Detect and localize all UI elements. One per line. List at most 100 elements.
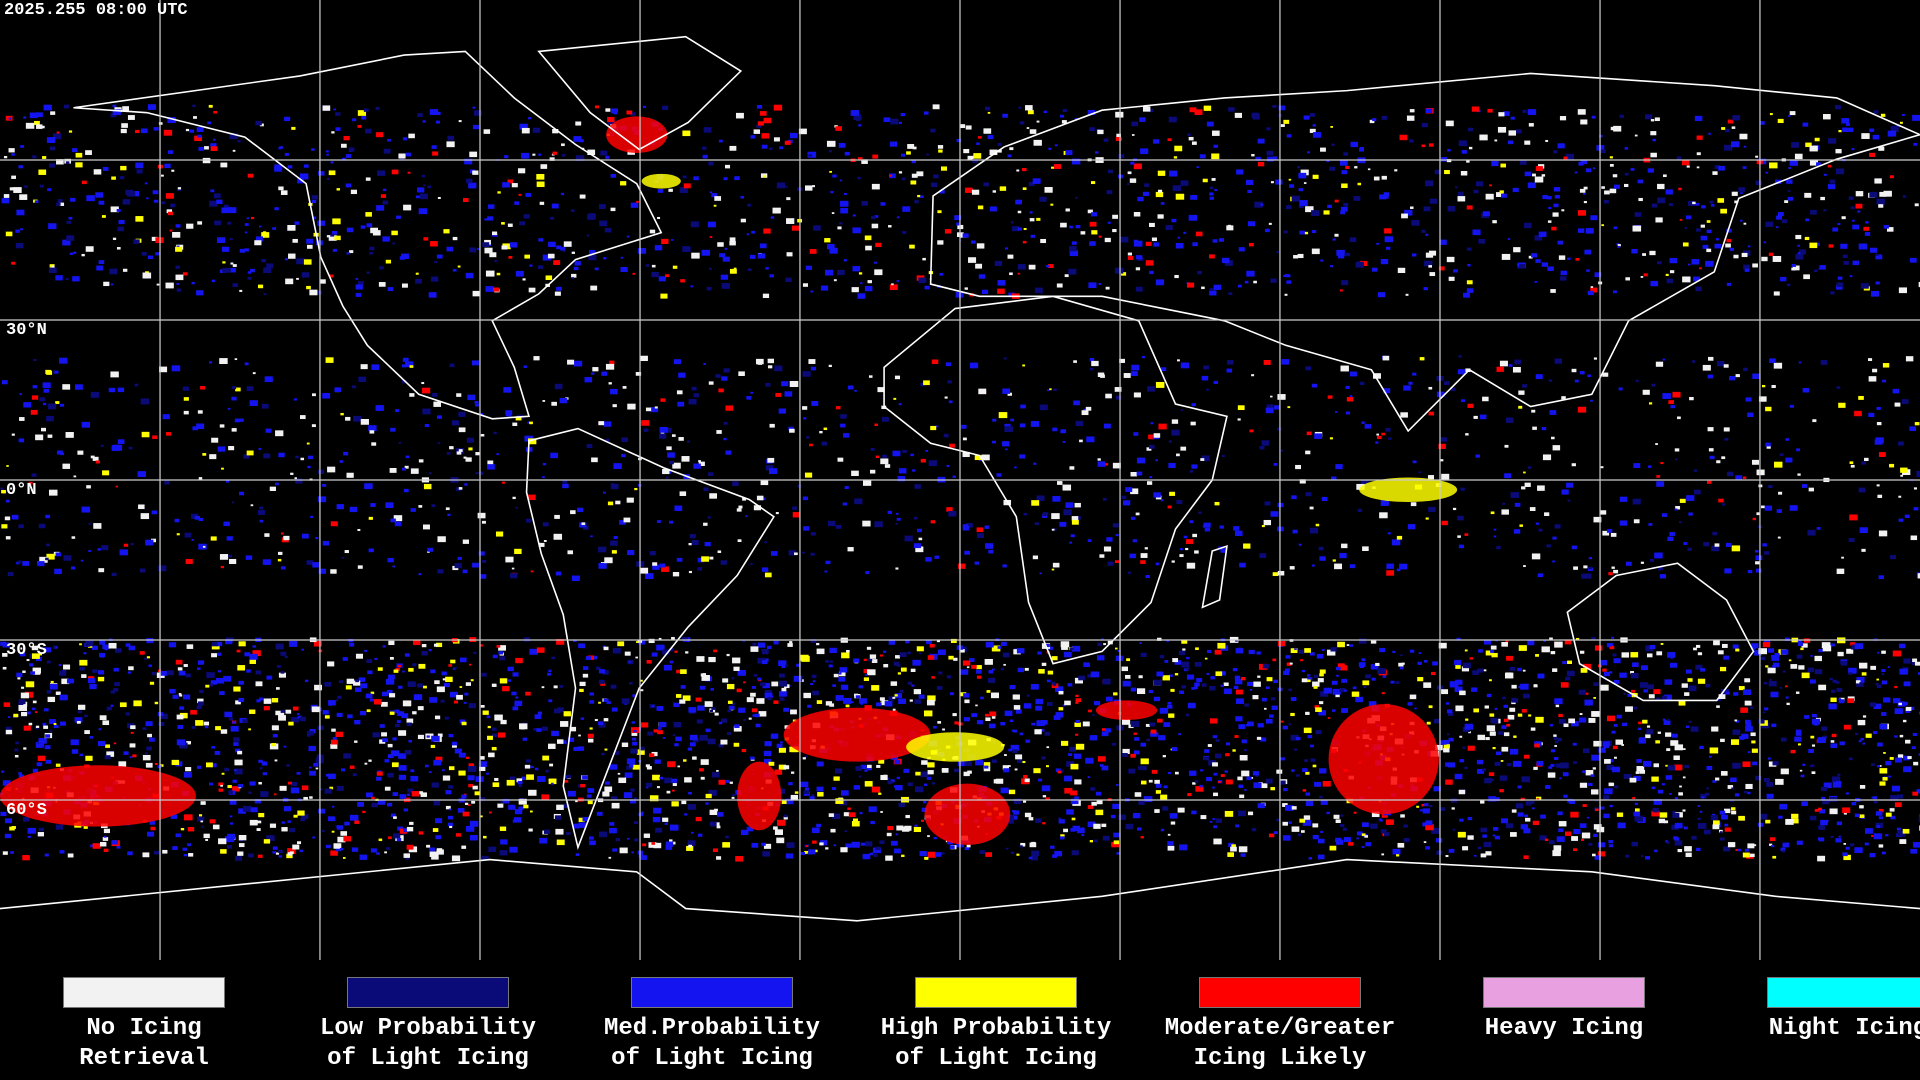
icing-cell xyxy=(182,386,189,391)
icing-cell xyxy=(900,113,906,117)
icing-cell xyxy=(127,851,133,856)
icing-cell xyxy=(1201,286,1205,290)
icing-cell xyxy=(563,241,572,247)
icing-cell xyxy=(1289,566,1295,570)
icing-cell xyxy=(463,198,469,202)
icing-cell xyxy=(1490,511,1495,515)
icing-cell xyxy=(67,853,74,858)
icing-cell xyxy=(217,237,226,244)
icing-cell xyxy=(418,573,422,576)
icing-cell xyxy=(1211,153,1220,160)
icing-cell xyxy=(803,417,807,420)
icing-cell xyxy=(458,487,463,490)
icing-cell xyxy=(28,481,33,485)
icing-cell xyxy=(280,710,285,713)
icing-cell xyxy=(965,125,972,130)
icing-cell xyxy=(1232,749,1236,752)
icing-cell xyxy=(1795,254,1804,260)
icing-cell xyxy=(1317,854,1325,860)
icing-cell xyxy=(1185,547,1189,551)
icing-cell xyxy=(365,177,371,181)
icing-cell xyxy=(119,176,125,180)
icing-cell xyxy=(1127,183,1130,186)
icing-cell xyxy=(45,557,49,561)
icing-cell xyxy=(1019,732,1024,736)
icing-cell xyxy=(1299,479,1306,484)
icing-cell xyxy=(610,108,618,114)
icing-cell xyxy=(703,362,707,365)
icing-cell xyxy=(1016,853,1020,856)
icing-cell xyxy=(1846,648,1854,654)
icing-cell xyxy=(477,512,486,519)
icing-cell xyxy=(898,121,902,124)
icing-cell xyxy=(1567,499,1571,502)
icing-cell xyxy=(452,268,457,272)
icing-cell xyxy=(1493,528,1497,531)
icing-cell xyxy=(1832,679,1838,683)
icing-cell xyxy=(1261,697,1267,702)
icing-cell xyxy=(573,360,583,367)
icing-cell xyxy=(1123,373,1131,378)
icing-cell xyxy=(73,475,77,478)
icing-cell xyxy=(746,697,754,703)
icing-cell xyxy=(319,788,323,791)
icing-cell xyxy=(817,792,824,797)
icing-cell xyxy=(1177,359,1180,362)
icing-cell xyxy=(1341,183,1348,189)
icing-cell xyxy=(900,153,906,157)
icing-cell xyxy=(765,382,771,387)
icing-cell xyxy=(709,191,713,194)
icing-cell xyxy=(1609,645,1615,650)
icing-cell xyxy=(959,124,966,129)
icing-cell xyxy=(1505,823,1514,829)
icing-cell xyxy=(1587,290,1594,296)
icing-cell xyxy=(1155,279,1165,286)
icing-cell xyxy=(1630,670,1634,674)
icing-cell xyxy=(898,171,903,174)
icing-cell xyxy=(424,423,430,428)
icing-cell xyxy=(363,108,369,112)
icing-cell xyxy=(1020,842,1026,847)
icing-cell xyxy=(1017,667,1025,673)
icing-cell xyxy=(239,418,244,422)
icing-cell xyxy=(502,182,510,188)
icing-cell xyxy=(1219,671,1226,676)
icing-cell xyxy=(415,195,420,199)
icing-cell xyxy=(382,188,387,192)
icing-cell xyxy=(452,667,456,670)
icing-cell xyxy=(935,425,939,428)
icing-cell xyxy=(1588,842,1593,846)
icing-cell xyxy=(1008,292,1015,298)
icing-cell xyxy=(1830,643,1835,647)
icing-cell xyxy=(322,392,331,399)
icing-cell xyxy=(681,800,687,805)
icing-cell xyxy=(423,184,426,187)
icing-cell xyxy=(1164,660,1169,663)
icing-cell xyxy=(1869,128,1875,132)
icing-cell xyxy=(1791,263,1796,267)
icing-cell xyxy=(71,566,76,570)
icing-cell xyxy=(927,655,935,660)
icing-cell xyxy=(945,362,952,367)
icing-cell xyxy=(301,272,310,278)
icing-cell xyxy=(1763,639,1771,645)
icing-cell xyxy=(1404,209,1413,216)
icing-cell xyxy=(1678,700,1686,706)
icing-cell xyxy=(1003,357,1007,360)
icing-cell xyxy=(920,382,926,387)
icing-cell xyxy=(19,393,22,396)
icing-cell xyxy=(757,121,764,126)
icing-cell xyxy=(127,671,132,674)
icing-cell xyxy=(549,157,555,161)
icing-cell xyxy=(1069,466,1075,470)
icing-cell xyxy=(543,829,551,834)
icing-cell xyxy=(962,525,970,531)
icing-cell xyxy=(773,137,780,142)
icing-cell xyxy=(1779,453,1784,456)
icing-cell xyxy=(274,759,278,762)
icing-cell xyxy=(1501,509,1509,515)
icing-cell xyxy=(1355,261,1364,268)
icing-cell xyxy=(89,684,97,690)
icing-cell xyxy=(770,216,775,219)
